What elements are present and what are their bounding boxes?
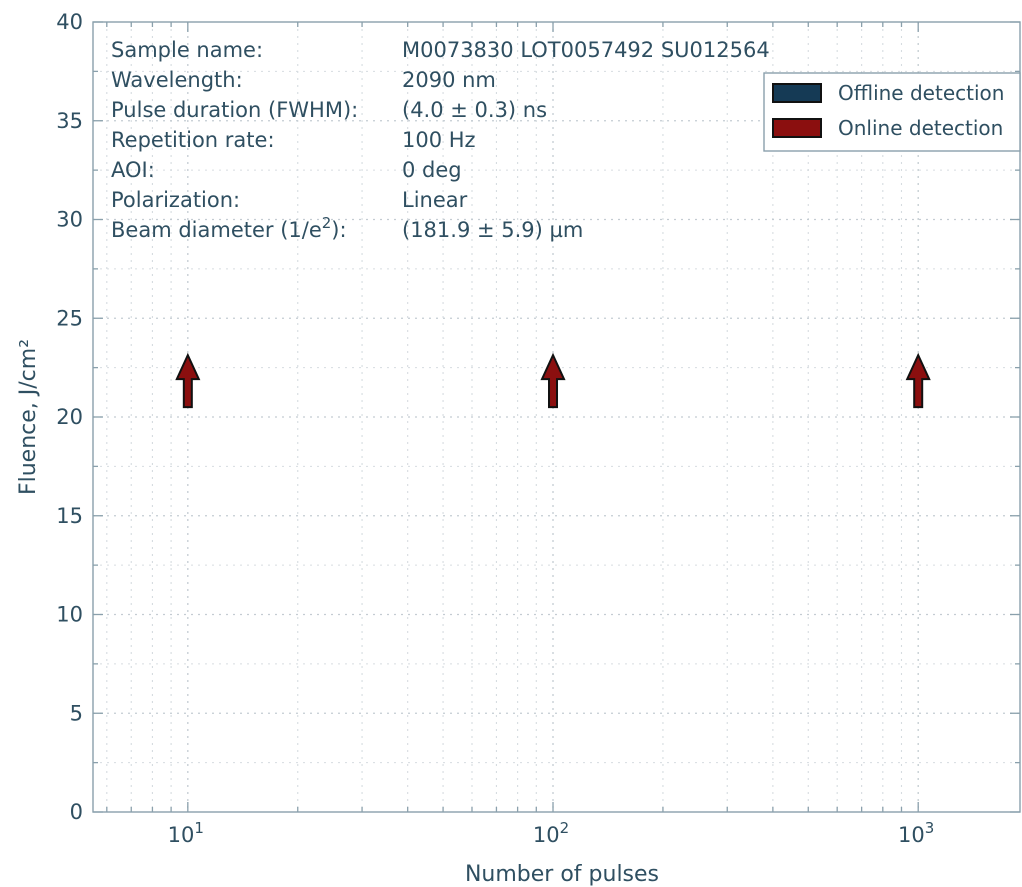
info-value: M0073830 LOT0057492 SU012564 [402,38,770,62]
info-value: Linear [402,188,468,212]
legend-label: Online detection [838,116,1003,140]
tick-labels: 0 5 10 15 20 25 30 35 40 101 102 103 [56,10,934,847]
y-axis-label: Fluence, J/cm² [16,339,41,495]
y-tick-label: 35 [56,109,83,133]
info-label: Repetition rate: [111,128,275,152]
info-value: (181.9 ± 5.9) µm [402,218,583,242]
info-block: Sample name: M0073830 LOT0057492 SU012564… [111,38,770,242]
y-tick-label: 5 [70,701,83,725]
legend-swatch [772,83,822,103]
legend: Offline detection Online detection [763,72,1021,152]
info-value: (4.0 ± 0.3) ns [402,98,547,122]
y-tick-label: 30 [56,208,83,232]
y-tick-label: 10 [56,603,83,627]
x-tick-label: 102 [533,819,569,847]
info-label: Beam diameter (1/e2): [111,214,347,242]
info-label: Wavelength: [111,68,243,92]
info-label: Pulse duration (FWHM): [111,98,358,122]
data-point-arrow [540,352,566,409]
data-markers [175,352,931,409]
y-tick-label: 20 [56,405,83,429]
x-tick-label: 101 [168,819,204,847]
info-label: Sample name: [111,38,263,62]
info-value: 2090 nm [402,68,496,92]
info-label: Polarization: [111,188,240,212]
info-label: AOI: [111,158,155,182]
data-point-arrow [175,352,201,409]
x-axis-label: Number of pulses [465,862,659,887]
y-tick-label: 40 [56,10,83,34]
legend-swatch [772,118,822,138]
x-tick-label: 103 [898,819,934,847]
legend-label: Offline detection [838,81,1004,105]
info-value: 100 Hz [402,128,476,152]
y-tick-label: 0 [70,800,83,824]
y-tick-label: 25 [56,306,83,330]
y-tick-label: 15 [56,504,83,528]
info-value: 0 deg [402,158,462,182]
data-point-arrow [905,352,931,409]
